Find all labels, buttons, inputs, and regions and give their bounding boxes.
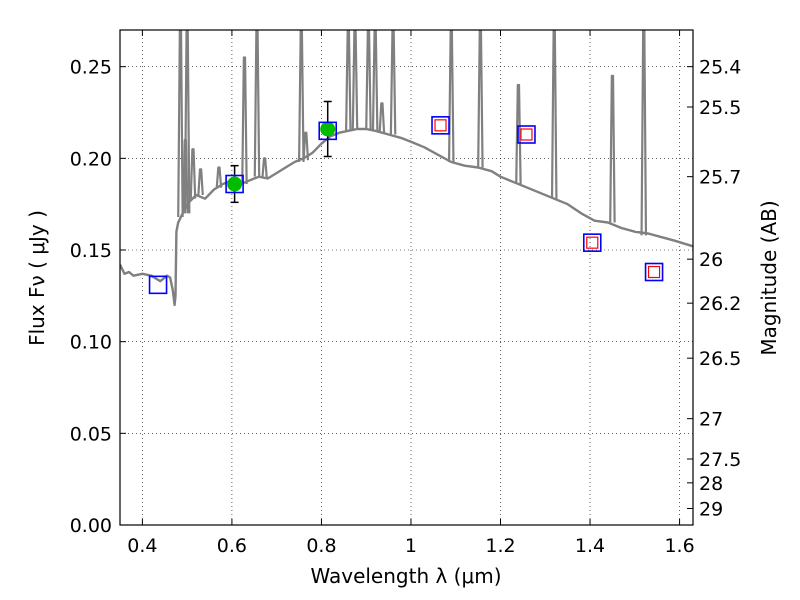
emission-line	[182, 138, 189, 214]
model-flux-square	[148, 275, 168, 295]
x-tick-label: 1.6	[664, 535, 694, 557]
right-tick-label: 28	[699, 473, 723, 495]
x-tick-label: 1	[405, 535, 417, 557]
right-tick-label: 25.5	[699, 97, 741, 119]
emission-line	[365, 30, 372, 130]
x-axis-title: Wavelength λ (μm)	[310, 564, 501, 588]
right-tick-label: 25.7	[699, 167, 741, 189]
emission-line	[298, 30, 305, 163]
observed-flux-point	[227, 176, 243, 192]
emission-line	[351, 30, 359, 130]
emission-line	[371, 30, 379, 131]
y-tick-label: 0.10	[70, 332, 112, 354]
y-tick-label: 0.15	[70, 240, 112, 262]
y-tick-label: 0.25	[70, 57, 112, 79]
upper-limit-marker	[434, 119, 447, 132]
y-tick-label: 0.00	[70, 515, 112, 537]
right-tick-label: 29	[699, 499, 723, 521]
emission-line	[477, 30, 484, 168]
model-spectrum-line	[120, 127, 693, 307]
x-tick-label: 0.8	[306, 535, 336, 557]
right-axis-title: Magnitude (AB)	[757, 200, 781, 355]
observed-flux-point	[320, 121, 336, 137]
emission-line	[253, 30, 261, 177]
y-axis-title: Flux Fν ( μJy )	[25, 210, 49, 346]
model-flux-square	[582, 233, 602, 252]
emission-line	[609, 74, 616, 223]
photometry-markers	[148, 100, 664, 295]
emission-line	[640, 30, 648, 236]
emission-line	[447, 30, 455, 163]
emission-line	[241, 56, 248, 185]
right-tick-label: 26.5	[699, 348, 741, 370]
plot-frame	[119, 29, 694, 526]
emission-line	[389, 30, 397, 135]
emission-line	[550, 30, 558, 199]
upper-limit-marker	[586, 236, 599, 249]
model-flux-square	[517, 125, 536, 144]
y-tick-label: 0.20	[70, 148, 112, 170]
y-tick-label: 0.05	[70, 423, 112, 445]
right-tick-label: 26.2	[699, 293, 741, 315]
emission-lines	[177, 30, 648, 236]
model-flux-square	[225, 174, 244, 194]
emission-line	[189, 148, 197, 199]
model-flux-square	[318, 121, 338, 141]
emission-line	[183, 30, 191, 214]
emission-line	[197, 168, 204, 196]
right-tick-label: 25.4	[699, 57, 741, 79]
emission-line	[177, 30, 184, 218]
emission-line	[302, 131, 310, 161]
x-tick-label: 1.4	[575, 535, 605, 557]
model-flux-square	[644, 262, 664, 282]
grid	[120, 30, 693, 526]
emission-line	[378, 102, 386, 133]
model-flux-square	[431, 116, 450, 135]
upper-limit-marker	[520, 128, 533, 141]
plot-area	[120, 30, 693, 307]
x-tick-label: 1.2	[485, 535, 515, 557]
upper-limit-marker	[647, 265, 661, 279]
right-tick-label: 26	[699, 249, 723, 271]
axis-ticks: 0.4 0.6 0.8 1 1.2 1.4 1.6 0.00 0.05 0.10 0.15 0.20 0…	[70, 30, 741, 557]
right-tick-label: 27	[699, 409, 723, 431]
emission-line	[215, 166, 223, 188]
right-tick-label: 27.5	[699, 449, 741, 471]
emission-line	[515, 83, 522, 185]
emission-line	[261, 157, 268, 179]
x-tick-label: 0.4	[127, 535, 157, 557]
emission-line	[345, 30, 352, 131]
x-tick-label: 0.6	[217, 535, 247, 557]
